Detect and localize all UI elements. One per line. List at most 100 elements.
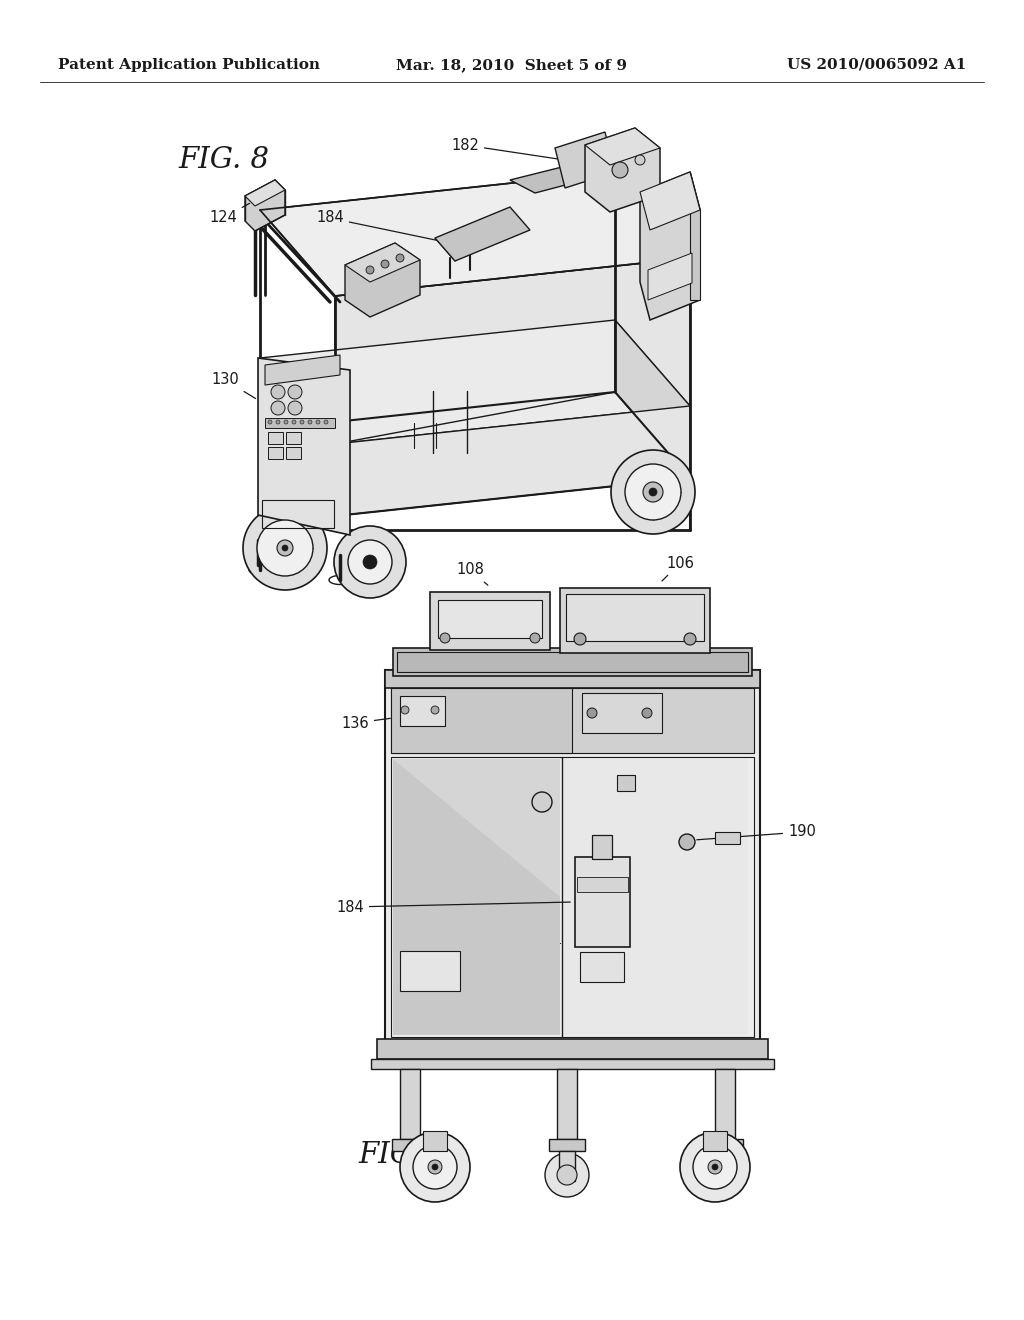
Circle shape — [684, 634, 696, 645]
Text: 190: 190 — [696, 825, 816, 840]
Circle shape — [679, 834, 695, 850]
Bar — [715, 832, 740, 843]
Polygon shape — [585, 128, 660, 213]
Text: FIG. 8: FIG. 8 — [178, 147, 269, 174]
Circle shape — [708, 1160, 722, 1173]
Bar — [262, 500, 334, 528]
Text: 184: 184 — [316, 210, 442, 242]
Circle shape — [611, 450, 695, 535]
Circle shape — [649, 488, 657, 496]
Bar — [391, 688, 572, 752]
Bar — [592, 836, 612, 859]
Circle shape — [243, 506, 327, 590]
Circle shape — [268, 420, 272, 424]
Circle shape — [282, 545, 288, 550]
Circle shape — [557, 1166, 577, 1185]
Circle shape — [643, 482, 663, 502]
Polygon shape — [393, 759, 560, 1035]
Circle shape — [271, 385, 285, 399]
Text: 106: 106 — [662, 556, 694, 581]
Bar — [397, 652, 748, 672]
Bar — [703, 1131, 727, 1151]
Circle shape — [532, 792, 552, 812]
Text: Patent Application Publication: Patent Application Publication — [58, 58, 319, 73]
Polygon shape — [555, 132, 615, 187]
Text: US 2010/0065092 A1: US 2010/0065092 A1 — [786, 58, 966, 73]
Polygon shape — [648, 253, 692, 300]
Circle shape — [271, 401, 285, 414]
Polygon shape — [260, 319, 690, 444]
Polygon shape — [435, 207, 530, 261]
Circle shape — [288, 385, 302, 399]
Polygon shape — [345, 243, 420, 317]
Bar — [392, 1139, 428, 1151]
Circle shape — [276, 420, 280, 424]
Bar — [371, 1059, 774, 1069]
Bar — [580, 952, 624, 982]
Bar — [715, 1069, 735, 1139]
Polygon shape — [335, 407, 690, 516]
Bar — [286, 432, 301, 444]
Bar — [268, 447, 283, 459]
Circle shape — [324, 420, 328, 424]
Circle shape — [334, 525, 406, 598]
Circle shape — [362, 554, 377, 569]
Bar — [385, 671, 760, 688]
Circle shape — [257, 520, 313, 576]
Polygon shape — [615, 319, 690, 478]
Circle shape — [284, 420, 288, 424]
Circle shape — [440, 634, 450, 643]
Circle shape — [545, 1152, 589, 1197]
Circle shape — [431, 706, 439, 714]
Polygon shape — [258, 358, 350, 535]
Circle shape — [401, 706, 409, 714]
Text: 130: 130 — [211, 372, 256, 399]
Bar — [400, 1069, 420, 1139]
Text: FIG. 9: FIG. 9 — [358, 1140, 449, 1170]
Polygon shape — [510, 160, 615, 193]
Circle shape — [366, 267, 374, 275]
Circle shape — [316, 420, 319, 424]
Bar — [393, 648, 752, 676]
Polygon shape — [640, 172, 700, 319]
Circle shape — [396, 253, 404, 261]
Bar — [577, 876, 628, 892]
Circle shape — [680, 1133, 750, 1203]
Polygon shape — [640, 172, 700, 230]
Bar — [400, 696, 445, 726]
Polygon shape — [260, 172, 690, 296]
Polygon shape — [345, 243, 420, 282]
Circle shape — [625, 465, 681, 520]
Polygon shape — [265, 355, 340, 385]
Circle shape — [348, 540, 392, 583]
Bar — [559, 1151, 575, 1181]
Circle shape — [292, 420, 296, 424]
Polygon shape — [690, 172, 700, 300]
Circle shape — [428, 1160, 442, 1173]
Circle shape — [413, 1144, 457, 1189]
Text: 184: 184 — [336, 899, 570, 915]
Text: 182: 182 — [451, 137, 575, 161]
Bar — [549, 1139, 585, 1151]
Polygon shape — [335, 257, 690, 444]
Bar — [430, 591, 550, 649]
Polygon shape — [245, 180, 285, 231]
Circle shape — [574, 634, 586, 645]
Polygon shape — [585, 128, 660, 165]
Polygon shape — [615, 172, 690, 407]
Bar — [566, 594, 705, 642]
Bar — [557, 1069, 577, 1139]
Bar — [286, 447, 301, 459]
Polygon shape — [440, 172, 690, 312]
Bar — [423, 1131, 447, 1151]
Bar — [707, 1139, 743, 1151]
Circle shape — [381, 260, 389, 268]
Circle shape — [278, 540, 293, 556]
Bar — [438, 601, 542, 638]
Bar — [385, 671, 760, 1055]
Circle shape — [635, 154, 645, 165]
Circle shape — [400, 1133, 470, 1203]
Circle shape — [693, 1144, 737, 1189]
Circle shape — [530, 634, 540, 643]
Polygon shape — [245, 180, 285, 206]
